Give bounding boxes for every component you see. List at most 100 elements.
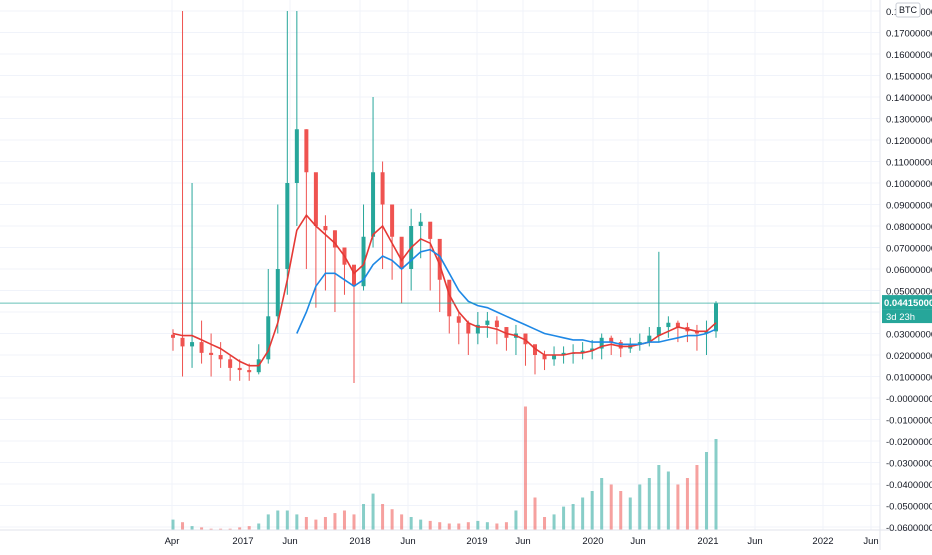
candle-body bbox=[618, 342, 623, 349]
volume-bar bbox=[514, 510, 518, 530]
candle[interactable] bbox=[447, 279, 452, 334]
candle[interactable] bbox=[504, 327, 509, 351]
candle[interactable] bbox=[475, 312, 480, 345]
candle[interactable] bbox=[304, 129, 309, 269]
time-tick-label: Jun bbox=[747, 536, 762, 547]
candle[interactable] bbox=[218, 342, 223, 368]
price-tick-label: 0.02000000 bbox=[886, 351, 932, 362]
time-axis[interactable]: Apr 2017 Jun 2018 Jun 2019 Jun 2020 Jun 2021 Jun 20… bbox=[165, 536, 879, 547]
candle[interactable] bbox=[694, 324, 699, 351]
candle-body bbox=[332, 230, 337, 248]
volume-bar bbox=[181, 522, 185, 530]
candle[interactable] bbox=[656, 251, 661, 343]
candle[interactable] bbox=[390, 204, 395, 280]
currency-badge[interactable]: BTC bbox=[895, 2, 921, 18]
last-price-tag-box bbox=[882, 295, 932, 310]
candle-body bbox=[523, 333, 528, 345]
candle[interactable] bbox=[647, 327, 652, 347]
candle[interactable] bbox=[666, 316, 671, 338]
candle-body bbox=[352, 264, 356, 287]
candle[interactable] bbox=[361, 204, 366, 291]
volume-bar bbox=[190, 526, 194, 530]
candle[interactable] bbox=[294, 11, 299, 226]
candle[interactable] bbox=[180, 11, 185, 377]
candle[interactable] bbox=[399, 236, 404, 304]
candle[interactable] bbox=[618, 339, 623, 358]
candle[interactable] bbox=[542, 350, 547, 371]
candle[interactable] bbox=[237, 359, 242, 381]
candle[interactable] bbox=[199, 320, 204, 364]
candle-body bbox=[599, 337, 604, 349]
volume-bar bbox=[285, 510, 289, 530]
candle[interactable] bbox=[313, 172, 318, 308]
candle[interactable] bbox=[466, 320, 471, 355]
candle[interactable] bbox=[266, 269, 271, 364]
candle-body bbox=[609, 337, 614, 343]
candle-body bbox=[437, 238, 442, 280]
candle[interactable] bbox=[285, 11, 290, 295]
volume-bar bbox=[333, 513, 337, 530]
price-tick-label: -0.02000000 bbox=[886, 437, 932, 448]
candle-body bbox=[371, 172, 376, 237]
candle[interactable] bbox=[485, 312, 490, 338]
candle-body bbox=[456, 316, 461, 323]
candle-body bbox=[199, 342, 204, 353]
candle-body bbox=[323, 226, 328, 231]
candle[interactable] bbox=[209, 333, 214, 377]
candle-body bbox=[533, 344, 537, 355]
volume-bar bbox=[276, 510, 280, 530]
candle[interactable] bbox=[580, 342, 585, 360]
candle[interactable] bbox=[371, 97, 376, 248]
candle-body bbox=[418, 221, 423, 226]
candle[interactable] bbox=[380, 161, 385, 270]
candle[interactable] bbox=[323, 215, 328, 291]
volume-bar bbox=[314, 519, 318, 530]
last-price-value: 0.04415000 bbox=[884, 298, 932, 309]
volume-bar bbox=[695, 465, 699, 530]
candle[interactable] bbox=[590, 339, 595, 360]
time-tick-label: Jun bbox=[630, 536, 645, 547]
candle-body bbox=[580, 350, 585, 353]
candle[interactable] bbox=[704, 320, 709, 355]
price-tick-label: 0.01000000 bbox=[886, 373, 932, 384]
volume-bar bbox=[228, 528, 232, 530]
candle[interactable] bbox=[533, 344, 537, 375]
candle[interactable] bbox=[456, 312, 461, 345]
last-price-tag: 0.04415000 3d 23h bbox=[882, 295, 932, 324]
candle[interactable] bbox=[228, 355, 233, 381]
candle[interactable] bbox=[609, 335, 614, 355]
candle[interactable] bbox=[190, 183, 195, 368]
candle-body bbox=[666, 322, 671, 328]
time-tick-label: Jun bbox=[515, 536, 530, 547]
candle[interactable] bbox=[418, 213, 423, 259]
price-axis[interactable]: 0.180000000.170000000.160000000.15000000… bbox=[886, 7, 932, 534]
candle-body bbox=[304, 129, 309, 173]
time-tick-label: 2021 bbox=[697, 536, 718, 547]
volume-bar bbox=[409, 517, 413, 530]
price-tick-label: 0.15000000 bbox=[886, 72, 932, 83]
candle-body bbox=[704, 331, 709, 334]
volume-bar bbox=[200, 527, 204, 530]
candle[interactable] bbox=[428, 221, 433, 291]
candle[interactable] bbox=[523, 333, 528, 366]
candle[interactable] bbox=[552, 346, 557, 366]
candle[interactable] bbox=[714, 301, 718, 338]
candle-body bbox=[475, 324, 480, 334]
candle[interactable] bbox=[637, 333, 642, 351]
volume-bar bbox=[504, 522, 508, 530]
bar-countdown: 3d 23h bbox=[886, 312, 915, 323]
volume-bar bbox=[171, 519, 175, 530]
price-tick-label: 0.16000000 bbox=[886, 50, 932, 61]
volume-bar bbox=[704, 452, 708, 530]
candle[interactable] bbox=[275, 204, 280, 334]
candle-body bbox=[561, 352, 566, 355]
volume-bar bbox=[390, 509, 394, 530]
candle[interactable] bbox=[494, 316, 499, 345]
candle-body bbox=[656, 327, 661, 336]
candle[interactable] bbox=[352, 264, 356, 383]
price-tick-label: 0.03000000 bbox=[886, 330, 932, 341]
candle-body bbox=[428, 221, 433, 239]
candle[interactable] bbox=[171, 329, 175, 351]
